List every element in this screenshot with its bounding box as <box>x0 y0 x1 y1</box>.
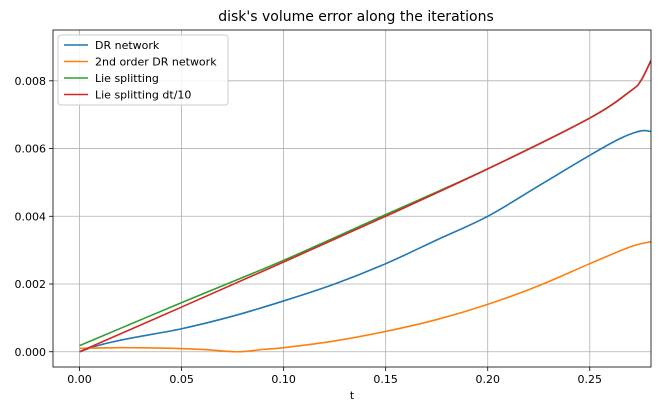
legend-label-2: 2nd order DR network <box>95 56 217 69</box>
x-tick-label: 0.00 <box>67 373 92 386</box>
y-axis-ticks: 0.000 0.002 0.004 0.006 0.008 <box>15 75 53 359</box>
legend-box <box>57 34 229 106</box>
y-tick-label: 0.004 <box>15 210 47 223</box>
x-tick-label: 0.10 <box>271 373 296 386</box>
legend-label-3: Lie splitting <box>95 72 159 85</box>
legend-label-4: Lie splitting dt/10 <box>95 89 191 102</box>
x-tick-label: 0.05 <box>169 373 194 386</box>
chart-title: disk's volume error along the iterations <box>218 9 494 25</box>
plot-frame <box>52 29 652 368</box>
legend: DR network 2nd order DR network Lie splitt… <box>57 34 229 106</box>
x-tick-label: 0.15 <box>373 373 398 386</box>
series-line-4 <box>79 60 651 353</box>
y-tick-label: 0.002 <box>15 278 47 291</box>
series-layer <box>79 60 651 353</box>
x-axis-label: t <box>350 389 355 402</box>
series-line-2 <box>79 240 651 353</box>
x-tick-label: 0.20 <box>475 373 500 386</box>
x-tick-label: 0.25 <box>578 373 603 386</box>
series-line-1 <box>79 129 651 353</box>
y-tick-label: 0.006 <box>15 143 47 156</box>
x-axis-ticks: 0.00 0.05 0.10 0.15 0.20 0.25 <box>67 367 602 386</box>
legend-label-1: DR network <box>95 39 160 52</box>
y-tick-label: 0.008 <box>15 75 47 88</box>
y-tick-label: 0.000 <box>15 346 47 359</box>
series-group <box>79 60 651 353</box>
